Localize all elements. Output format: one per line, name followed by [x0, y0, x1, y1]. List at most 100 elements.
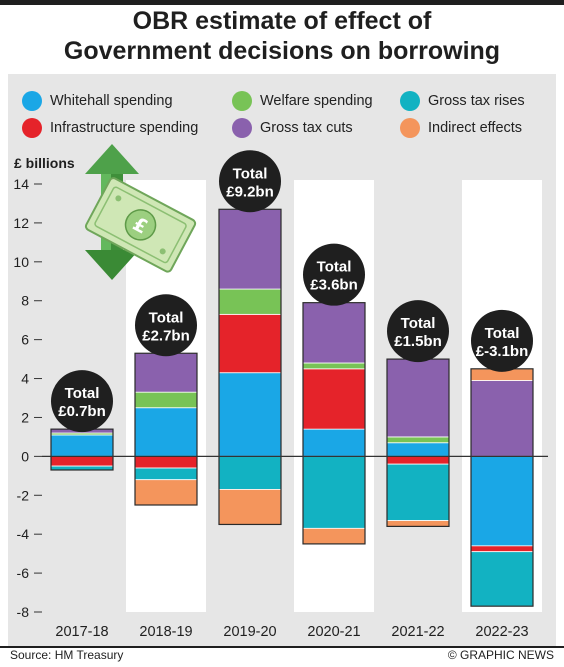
- y-tick-label: 0: [21, 448, 29, 464]
- y-tick-label: 10: [13, 254, 29, 270]
- bar-infrastructure: [50, 455, 114, 467]
- legend-item-welfare: Welfare spending: [232, 90, 373, 112]
- credit-note: © GRAPHIC NEWS: [447, 648, 554, 662]
- total-label: Total: [485, 325, 520, 342]
- bar-whitehall: [50, 434, 114, 457]
- legend-swatch: [22, 118, 42, 138]
- total-value: £2.7bn: [142, 327, 190, 344]
- bar-infrastructure: [302, 368, 366, 430]
- total-bubble: Total£2.7bn: [135, 294, 197, 357]
- legend-item-whitehall: Whitehall spending: [22, 90, 173, 112]
- bar-gross-tax-rises: [134, 467, 198, 481]
- legend-swatch: [400, 118, 420, 138]
- bar-gross-tax-cuts: [134, 352, 198, 393]
- bar-infrastructure: [134, 455, 198, 469]
- bar-indirect: [386, 520, 450, 527]
- y-tick-label: 8: [21, 293, 29, 309]
- bar-infrastructure: [386, 455, 450, 465]
- bar-whitehall: [134, 407, 198, 457]
- footer-rule: [0, 646, 564, 648]
- total-bubble: Total£3.6bn: [303, 243, 365, 306]
- top-rule: [0, 0, 564, 5]
- x-tick-label: 2022-23: [475, 624, 528, 640]
- legend-item-gross-tax-cuts: Gross tax cuts: [232, 117, 353, 139]
- total-bubble-circle: [219, 150, 281, 213]
- legend-swatch: [232, 118, 252, 138]
- legend-item-infrastructure: Infrastructure spending: [22, 117, 198, 139]
- legend-label: Welfare spending: [260, 93, 373, 109]
- total-bubble: Total£9.2bn: [219, 150, 281, 213]
- chart-title: OBR estimate of effect of Government dec…: [0, 6, 564, 66]
- y-tick-label: 12: [13, 215, 29, 231]
- total-value: £-3.1bn: [476, 343, 529, 360]
- total-label: Total: [317, 259, 352, 276]
- bar-indirect: [218, 489, 282, 525]
- total-value: £1.5bn: [394, 333, 442, 350]
- bar-whitehall: [302, 428, 366, 457]
- title-line-2: Government decisions on borrowing: [63, 37, 501, 65]
- legend-label: Gross tax cuts: [260, 120, 353, 136]
- bar-welfare: [386, 436, 450, 444]
- x-tick-label: 2017-18: [55, 624, 108, 640]
- y-axis: 14 12 10 8 6 4 2 0 -2 -4 -6 -8: [13, 176, 548, 620]
- bar-gross-tax-rises: [302, 455, 366, 529]
- legend-item-gross-tax-rises: Gross tax rises: [400, 90, 525, 112]
- y-tick-label: -4: [17, 526, 30, 542]
- bar-welfare: [302, 362, 366, 370]
- x-tick-label: 2018-19: [139, 624, 192, 640]
- source-note: Source: HM Treasury: [10, 648, 124, 662]
- total-bubble-circle: [387, 300, 449, 363]
- x-tick-label: 2020-21: [307, 624, 360, 640]
- total-bubble-circle: [135, 294, 197, 357]
- y-tick-label: 6: [21, 332, 29, 348]
- legend-swatch: [400, 91, 420, 111]
- bar-whitehall: [386, 442, 450, 457]
- x-axis-labels: 2017-18 2018-19 2019-20 2020-21 2021-22 2022-…: [55, 624, 528, 640]
- bar-gross-tax-cuts: [302, 302, 366, 364]
- title-line-1: OBR estimate of effect of: [132, 7, 432, 35]
- legend-label: Indirect effects: [428, 120, 523, 136]
- x-tick-label: 2019-20: [223, 624, 276, 640]
- y-tick-label: 4: [21, 371, 29, 387]
- total-bubble-circle: [471, 309, 533, 372]
- bar-gross-tax-cuts: [218, 208, 282, 290]
- bar-gross-tax-cuts: [470, 380, 534, 457]
- y-tick-label: -2: [17, 487, 30, 503]
- bar-infrastructure: [470, 545, 534, 553]
- y-tick-label: -8: [17, 604, 30, 620]
- total-bubbles: Total£0.7bnTotal£2.7bnTotal£9.2bnTotal£3…: [51, 150, 533, 433]
- legend-swatch: [22, 91, 42, 111]
- total-bubble: Total£0.7bn: [51, 370, 113, 433]
- total-bubble: Total£-3.1bn: [471, 309, 533, 372]
- bar-whitehall: [218, 372, 282, 457]
- legend-label: Whitehall spending: [50, 93, 173, 109]
- legend-label: Gross tax rises: [428, 93, 525, 109]
- y-tick-label: -6: [17, 565, 30, 581]
- bar-indirect: [134, 479, 198, 506]
- bar-infrastructure: [218, 313, 282, 374]
- total-bubble: Total£1.5bn: [387, 300, 449, 363]
- bar-whitehall: [470, 455, 534, 547]
- banknote-with-up-down-arrow-icon: £: [84, 144, 197, 280]
- total-label: Total: [401, 315, 436, 332]
- x-tick-label: 2021-22: [391, 624, 444, 640]
- total-label: Total: [65, 385, 100, 402]
- legend-item-indirect-effects: Indirect effects: [400, 117, 522, 139]
- total-value: £9.2bn: [226, 183, 274, 200]
- bar-gross-tax-rises: [386, 463, 450, 521]
- total-label: Total: [233, 165, 268, 182]
- legend-label: Infrastructure spending: [50, 120, 199, 136]
- total-bubble-circle: [51, 370, 113, 433]
- y-axis-label: £ billions: [14, 155, 75, 171]
- bar-welfare: [218, 288, 282, 315]
- bar-indirect: [302, 527, 366, 545]
- legend-swatch: [232, 91, 252, 111]
- bar-gross-tax-cuts: [386, 358, 450, 438]
- total-value: £0.7bn: [58, 403, 106, 420]
- bar-gross-tax-rises: [470, 551, 534, 607]
- bar-segments: [50, 208, 534, 607]
- bar-welfare: [134, 391, 198, 409]
- chart-panel: Whitehall spending Welfare spending Gros…: [8, 74, 556, 646]
